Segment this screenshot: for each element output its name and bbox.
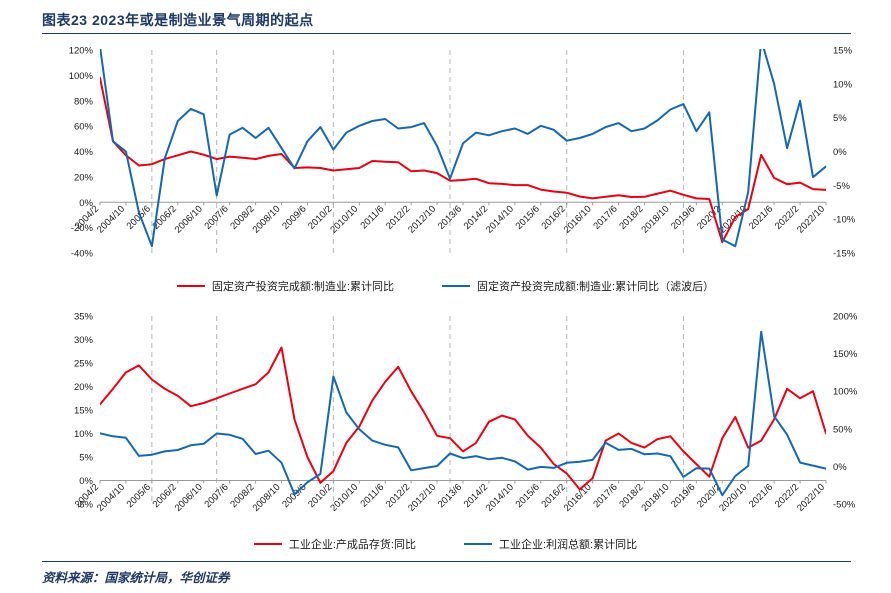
svg-text:2021/6: 2021/6 [747, 204, 775, 232]
blue-line-swatch [442, 284, 470, 288]
svg-text:2021/6: 2021/6 [747, 482, 775, 510]
svg-text:2004/10: 2004/10 [95, 482, 127, 514]
svg-text:2014/10: 2014/10 [484, 482, 516, 514]
svg-text:-10%: -10% [833, 215, 856, 226]
red-line-swatch [176, 284, 205, 288]
svg-text:100%: 100% [69, 71, 94, 82]
red-line-swatch [253, 542, 282, 546]
svg-text:2011/6: 2011/6 [359, 204, 387, 232]
svg-text:15%: 15% [833, 46, 853, 57]
svg-text:0%: 0% [79, 476, 93, 487]
svg-text:2012/10: 2012/10 [406, 482, 438, 514]
svg-text:2015/6: 2015/6 [514, 482, 542, 510]
legend-label: 工业企业:产成品存货:同比 [288, 539, 416, 551]
svg-text:80%: 80% [74, 96, 94, 107]
svg-text:2012/10: 2012/10 [406, 204, 438, 236]
svg-text:2006/10: 2006/10 [173, 204, 205, 236]
svg-text:2013/6: 2013/6 [436, 482, 464, 510]
svg-text:2020/10: 2020/10 [717, 482, 749, 514]
svg-text:2009/6: 2009/6 [280, 204, 308, 232]
svg-text:200%: 200% [833, 312, 858, 323]
blue-line-swatch [464, 542, 492, 546]
svg-text:-5%: -5% [76, 500, 93, 511]
svg-text:-20%: -20% [71, 223, 94, 234]
svg-text:2010/10: 2010/10 [328, 204, 360, 236]
svg-text:35%: 35% [74, 312, 94, 323]
svg-text:20%: 20% [74, 172, 94, 183]
top-chart-manufacturing-fai: 120% 100% 80% 60% 40% 20% 0% -20% -40% 15% 10% 5% 0%… [69, 46, 856, 260]
source-note: 资料来源：国家统计局，华创证券 [42, 571, 230, 585]
svg-text:2018/10: 2018/10 [639, 204, 671, 236]
svg-text:2004/10: 2004/10 [95, 204, 127, 236]
svg-text:2005/6: 2005/6 [125, 482, 153, 510]
svg-text:0%: 0% [79, 198, 93, 209]
svg-text:150%: 150% [833, 349, 858, 360]
svg-text:10%: 10% [833, 79, 853, 90]
footer-divider [42, 561, 851, 562]
svg-text:2014/10: 2014/10 [484, 204, 516, 236]
top-chart-legend: 固定资产投资完成额:制造业:累计同比 固定资产投资完成额:制造业:累计同比（滤波… [0, 278, 891, 294]
svg-text:2016/10: 2016/10 [562, 204, 594, 236]
svg-text:2022/10: 2022/10 [795, 204, 827, 236]
legend-label: 固定资产投资完成额:制造业:累计同比（滤波后） [477, 281, 715, 293]
svg-text:2008/10: 2008/10 [251, 482, 283, 514]
svg-text:15%: 15% [74, 406, 94, 417]
svg-text:100%: 100% [833, 387, 858, 398]
svg-text:5%: 5% [79, 453, 93, 464]
svg-text:25%: 25% [74, 359, 94, 370]
svg-text:0%: 0% [833, 462, 847, 473]
svg-text:-50%: -50% [833, 500, 856, 511]
svg-text:40%: 40% [74, 147, 94, 158]
legend-item-fai-yoy-filtered: 固定资产投资完成额:制造业:累计同比（滤波后） [442, 278, 714, 294]
legend-item-profit-yoy: 工业企业:利润总额:累计同比 [464, 536, 637, 552]
svg-text:2017/6: 2017/6 [591, 482, 619, 510]
svg-text:20%: 20% [74, 382, 94, 393]
svg-text:50%: 50% [833, 424, 853, 435]
legend-label: 工业企业:利润总额:累计同比 [499, 539, 638, 551]
svg-text:0%: 0% [833, 147, 847, 158]
figure-title: 图表23 2023年或是制造业景气周期的起点 [42, 12, 314, 28]
svg-text:2019/6: 2019/6 [669, 482, 697, 510]
svg-text:60%: 60% [74, 122, 94, 133]
svg-text:-15%: -15% [833, 249, 856, 260]
svg-text:-40%: -40% [71, 249, 94, 260]
svg-text:2008/10: 2008/10 [251, 204, 283, 236]
svg-text:2015/6: 2015/6 [514, 204, 542, 232]
svg-text:-5%: -5% [833, 181, 850, 192]
title-divider [42, 33, 851, 34]
legend-label: 固定资产投资完成额:制造业:累计同比 [211, 281, 394, 293]
svg-text:30%: 30% [74, 335, 94, 346]
legend-item-inventory-yoy: 工业企业:产成品存货:同比 [253, 536, 416, 552]
svg-text:2006/10: 2006/10 [173, 482, 205, 514]
svg-text:2011/6: 2011/6 [359, 482, 387, 510]
svg-text:120%: 120% [69, 46, 94, 57]
svg-text:2017/6: 2017/6 [591, 204, 619, 232]
svg-text:2018/10: 2018/10 [639, 482, 671, 514]
bottom-chart-legend: 工业企业:产成品存货:同比 工业企业:利润总额:累计同比 [0, 536, 891, 552]
legend-item-fai-yoy: 固定资产投资完成额:制造业:累计同比 [176, 278, 394, 294]
svg-text:10%: 10% [74, 429, 94, 440]
svg-text:2022/10: 2022/10 [795, 482, 827, 514]
bottom-chart-inventory-profit: 35% 30% 25% 20% 15% 10% 5% 0% -5% 200% 150% 100% 50%… [73, 312, 858, 514]
svg-text:2007/6: 2007/6 [202, 482, 230, 510]
svg-text:5%: 5% [833, 113, 847, 124]
